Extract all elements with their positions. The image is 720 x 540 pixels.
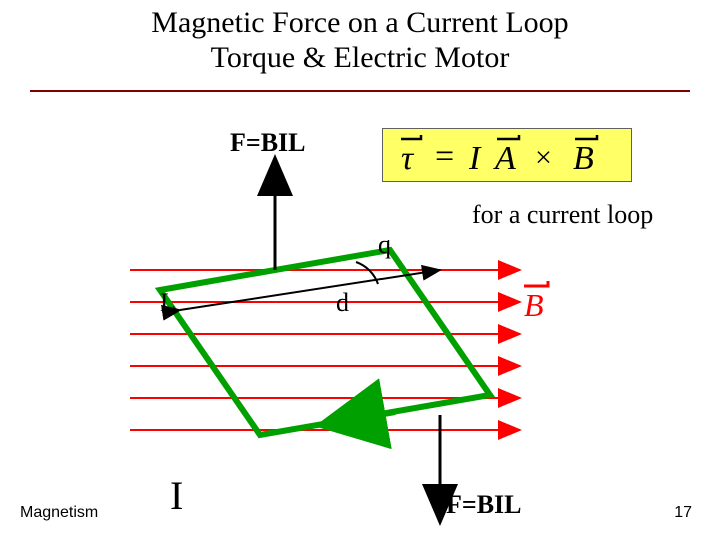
b-vector-label: B (518, 278, 558, 329)
I-label: I (170, 472, 183, 519)
current-loop-diagram (0, 0, 720, 540)
current-loop (160, 250, 490, 435)
force-label-bottom: F=BIL (446, 490, 522, 520)
page-number: 17 (674, 504, 692, 522)
d-dimension-arrow (180, 270, 440, 310)
footer-topic: Magnetism (20, 504, 98, 522)
d-label: d (336, 288, 349, 318)
L-label: L (160, 288, 176, 318)
current-direction-arrow (350, 412, 395, 420)
caption-current-loop: for a current loop (472, 200, 653, 230)
b-vector-text: B (524, 287, 544, 323)
slide: Magnetic Force on a Current Loop Torque … (0, 0, 720, 540)
force-label-top: F=BIL (230, 128, 306, 158)
theta-label: q (378, 230, 391, 260)
